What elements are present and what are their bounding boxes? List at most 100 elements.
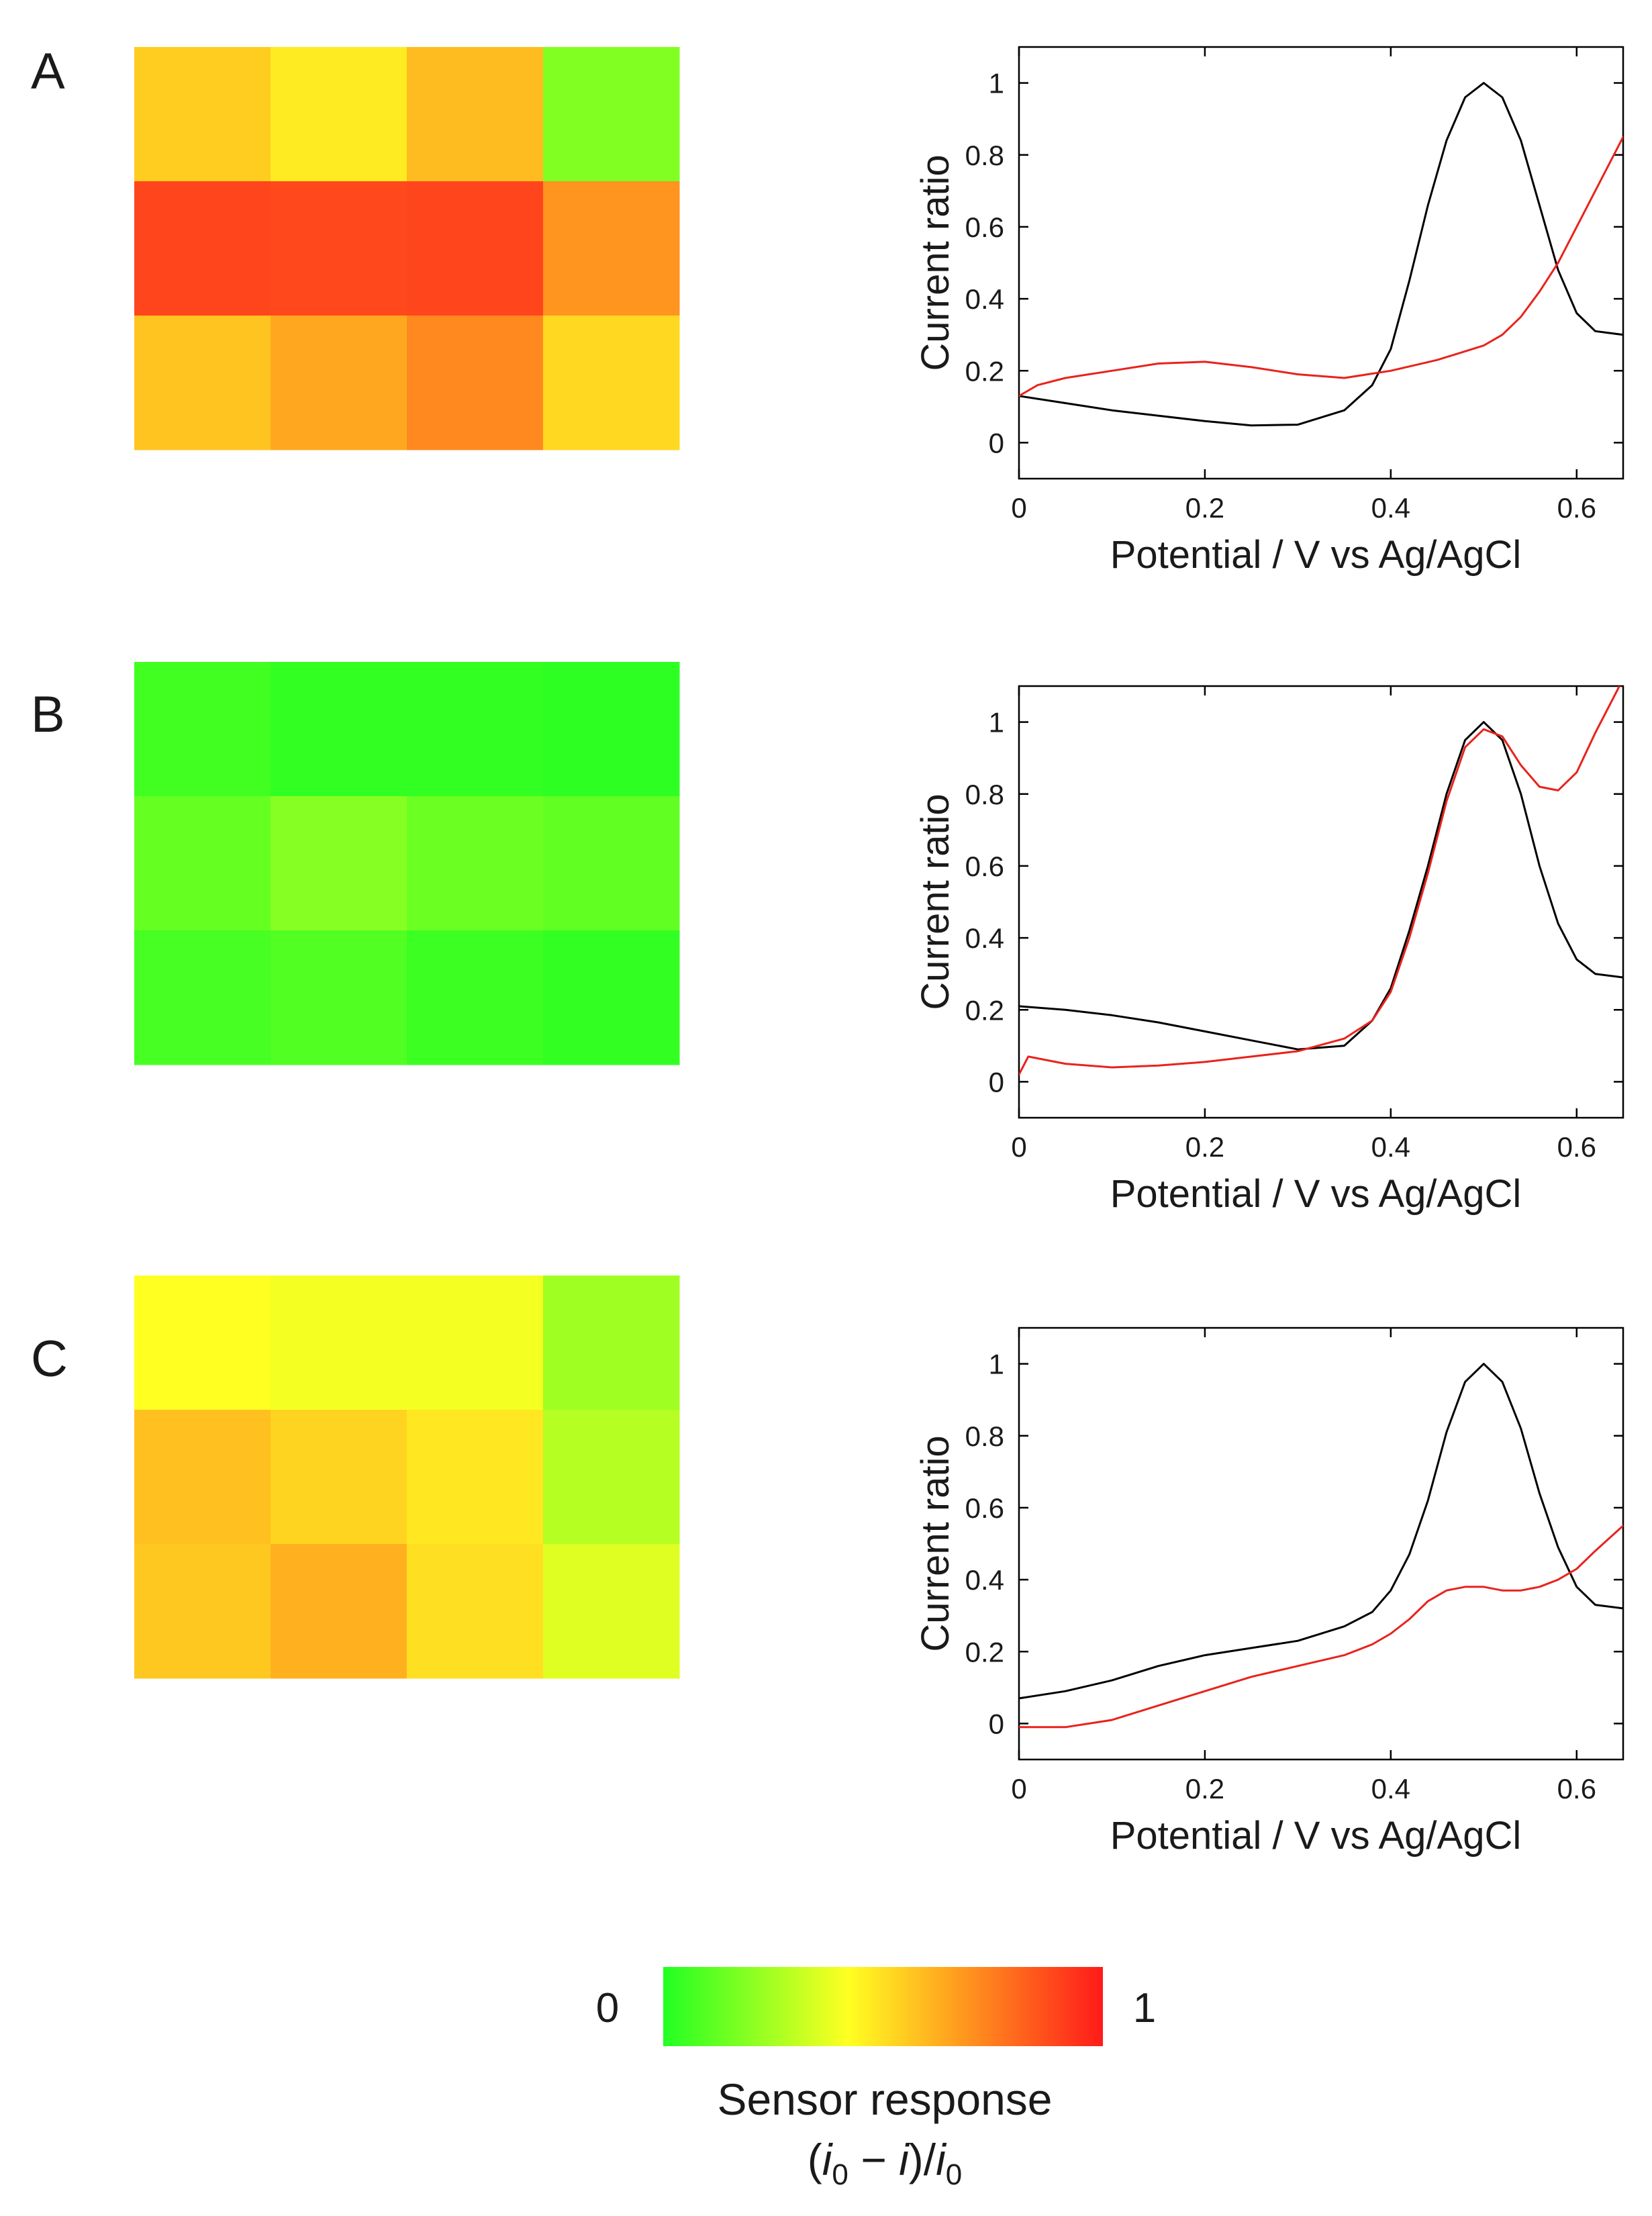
heatmap-cell [407, 1410, 544, 1545]
x-tick-label: 0.6 [1557, 1131, 1596, 1163]
heatmap-cell [543, 1544, 680, 1679]
heatmap-cell [543, 1275, 680, 1410]
x-axis-title: Potential / V vs Ag/AgCl [1110, 533, 1522, 577]
heatmap-cell [134, 796, 271, 931]
y-tick-label: 0.4 [965, 1564, 1004, 1596]
heatmap-cell [407, 930, 544, 1065]
y-tick-label: 0.2 [965, 994, 1004, 1026]
panel-letter-a: A [31, 43, 65, 100]
y-tick-label: 0 [989, 1066, 1004, 1098]
heatmap-cell [134, 930, 271, 1065]
heatmap-cell [543, 181, 680, 316]
heatmap-cell [407, 47, 544, 182]
y-tick-label: 0.6 [965, 851, 1004, 882]
heatmap-cell [543, 47, 680, 182]
y-tick-label: 0.2 [965, 1636, 1004, 1668]
y-axis-title: Current ratio [914, 154, 957, 371]
heatmap-cell [134, 1275, 271, 1410]
x-tick-label: 0 [1011, 1131, 1026, 1163]
heatmap-cell [407, 1544, 544, 1679]
panel-a: A 0 0.2 0.4 0.6 0 0.2 0.4 0.6 0.8 1 Potential / V … [31, 43, 1624, 577]
plot-frame [1018, 685, 1624, 1119]
y-tick-label: 0.6 [965, 211, 1004, 243]
x-axis-title: Potential / V vs Ag/AgCl [1110, 1814, 1522, 1858]
heatmap-cell [407, 316, 544, 450]
series-line-black [1019, 721, 1623, 1051]
y-tick-label: 0 [989, 1708, 1004, 1739]
x-axis-title: Potential / V vs Ag/AgCl [1110, 1172, 1522, 1216]
formula-i0: i [822, 2135, 834, 2184]
heatmap-cell [271, 47, 407, 182]
heatmap-c [134, 1275, 680, 1679]
heatmap-cell [134, 1410, 271, 1545]
y-tick-label: 0.8 [965, 779, 1004, 810]
panel-b: B 0 0.2 0.4 0.6 0 0.2 0.4 0.6 0.8 1 Potential / V … [31, 662, 1624, 1216]
formula-close: )/ [909, 2135, 936, 2184]
series-line-red [1019, 136, 1623, 397]
formula-i0-denominator: i [936, 2135, 947, 2184]
panel-letter-c: C [31, 1331, 68, 1388]
heatmap-a [134, 47, 680, 450]
heatmap-cell [543, 662, 680, 797]
panel-letter-b: B [31, 686, 65, 743]
heatmap-cell [271, 181, 407, 316]
heatmap-cell [271, 1275, 407, 1410]
heatmap-cell [271, 930, 407, 1065]
heatmap-cell [407, 1275, 544, 1410]
x-tick-label: 0.6 [1557, 492, 1596, 524]
line-chart-b: 0 0.2 0.4 0.6 0 0.2 0.4 0.6 0.8 1 Potential / V vs… [914, 685, 1624, 1216]
heatmap-cell [271, 316, 407, 450]
heatmap-cell [271, 1410, 407, 1545]
heatmap-cell [407, 796, 544, 931]
panel-c: C 0 0.2 0.4 0.6 0 0.2 0.4 0.6 0.8 1 Potential / V … [31, 1275, 1624, 1858]
y-tick-label: 0.4 [965, 283, 1004, 315]
y-tick-label: 0.8 [965, 140, 1004, 171]
x-tick-label: 0.4 [1371, 1773, 1410, 1804]
heatmap-cell [134, 316, 271, 450]
y-tick-label: 0 [989, 427, 1004, 459]
y-tick-label: 0.2 [965, 355, 1004, 387]
formula-open-paren: ( [808, 2135, 822, 2184]
formula-sub-0: 0 [832, 2158, 848, 2191]
heatmap-cell [407, 662, 544, 797]
series-line-red [1019, 1525, 1623, 1729]
heatmap-cell [271, 796, 407, 931]
colorbar-gradient [663, 1967, 1103, 2046]
y-axis-title: Current ratio [914, 1435, 957, 1651]
x-tick-label: 0.4 [1371, 492, 1410, 524]
formula-minus: − [848, 2135, 899, 2184]
plot-frame [1018, 1327, 1624, 1761]
x-tick-label: 0.6 [1557, 1773, 1596, 1804]
heatmap-cell [407, 181, 544, 316]
heatmap-cell [134, 181, 271, 316]
y-axis-title: Current ratio [914, 793, 957, 1010]
line-chart-a: 0 0.2 0.4 0.6 0 0.2 0.4 0.6 0.8 1 Potential / V vs… [914, 46, 1624, 577]
plot-frame [1018, 46, 1624, 480]
heatmap-cell [134, 47, 271, 182]
y-tick-label: 1 [989, 707, 1004, 738]
colorbar-formula: (i0 − i)/i0 [808, 2135, 963, 2191]
y-tick-label: 0.8 [965, 1420, 1004, 1452]
heatmap-cell [134, 662, 271, 797]
heatmap-cell [271, 662, 407, 797]
formula-i: i [899, 2135, 910, 2184]
y-tick-label: 1 [989, 68, 1004, 99]
y-tick-label: 0.4 [965, 922, 1004, 954]
x-tick-label: 0.2 [1185, 1773, 1224, 1804]
heatmap-cell [543, 796, 680, 931]
line-chart-c: 0 0.2 0.4 0.6 0 0.2 0.4 0.6 0.8 1 Potential / V vs… [914, 1327, 1624, 1858]
heatmap-cell [543, 930, 680, 1065]
y-tick-label: 1 [989, 1349, 1004, 1380]
colorbar-min-label: 0 [596, 1985, 619, 2031]
formula-sub-0-denominator: 0 [946, 2158, 962, 2191]
colorbar: 0 1 Sensor response (i0 − i)/i0 [596, 1967, 1156, 2191]
colorbar-max-label: 1 [1133, 1985, 1156, 2031]
series-line-red [1019, 686, 1621, 1076]
series-line-black [1019, 1363, 1623, 1700]
heatmap-b [134, 662, 680, 1065]
colorbar-title: Sensor response [718, 2074, 1053, 2124]
heatmap-cell [271, 1544, 407, 1679]
y-tick-label: 0.6 [965, 1492, 1004, 1524]
heatmap-cell [543, 1410, 680, 1545]
